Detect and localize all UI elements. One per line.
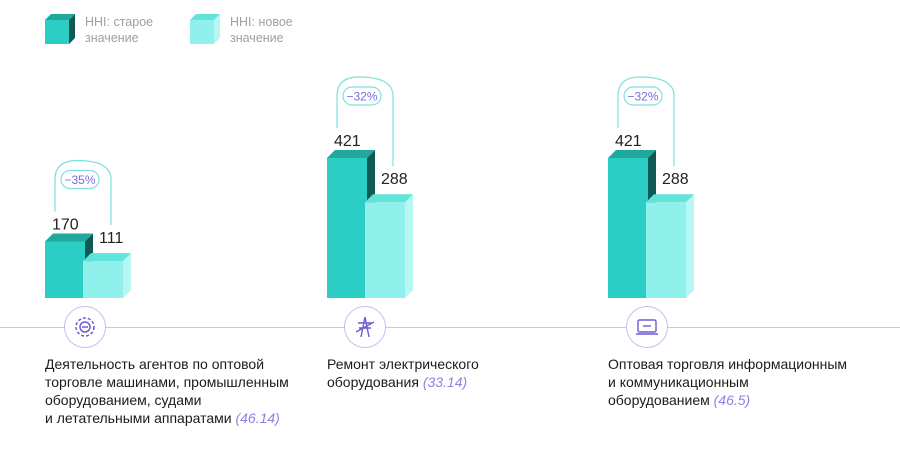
computer-icon xyxy=(626,306,668,348)
legend-new: HHI: новое значение xyxy=(190,14,320,46)
change-label: −32% xyxy=(346,90,377,104)
category-index: (46.14) xyxy=(235,410,280,426)
category-line: Оптовая торговля информационным xyxy=(608,356,848,372)
category-line: торговле машинами, промышленным xyxy=(45,374,289,390)
category-line: и коммуникационным xyxy=(608,374,749,390)
change-pill xyxy=(623,86,663,106)
change-pill xyxy=(60,169,100,190)
legend-old: HHI: старое значение xyxy=(45,14,175,46)
change-pill xyxy=(342,86,382,106)
bar-old-top xyxy=(327,150,375,159)
value-label-old: 421 xyxy=(615,133,642,150)
change-connector xyxy=(617,76,675,167)
gear-icon xyxy=(64,306,106,348)
category-line: Деятельность агентов по оптовой xyxy=(45,356,265,372)
category-line: оборудования xyxy=(327,374,419,390)
legend-new-swatch xyxy=(190,14,220,44)
legend-new-label: HHI: новое значение xyxy=(230,15,293,45)
change-connector xyxy=(336,76,394,167)
category-line: и летательными аппаратами xyxy=(45,410,232,426)
bar-new-top xyxy=(365,194,413,203)
value-label-old: 421 xyxy=(334,133,361,150)
bar-old-top xyxy=(45,233,93,242)
bar-new-top xyxy=(646,194,694,203)
category-line: Ремонт электрического xyxy=(327,356,479,372)
bar-old xyxy=(608,158,648,298)
legend-old-label: HHI: старое значение xyxy=(85,15,154,45)
change-label: −35% xyxy=(64,173,95,187)
value-label-new: 288 xyxy=(662,171,689,188)
bar-old-top xyxy=(608,150,656,159)
bar-new-side xyxy=(405,194,413,298)
change-connector xyxy=(54,159,112,226)
baseline-axis xyxy=(0,327,900,328)
category-label-3: Оптовая торговля информационным и коммун… xyxy=(608,355,888,409)
bar-old xyxy=(45,241,85,298)
value-label-new: 111 xyxy=(99,230,123,247)
bar-new-side xyxy=(123,253,131,298)
value-label-new: 288 xyxy=(381,171,408,188)
category-index: (33.14) xyxy=(422,374,468,390)
category-index: (46.5) xyxy=(713,392,751,408)
category-line: оборудованием, судами xyxy=(45,392,202,408)
bar-old xyxy=(327,158,367,298)
value-label-old: 170 xyxy=(52,216,79,233)
category-line: оборудованием xyxy=(608,392,710,408)
power-line-icon xyxy=(344,306,386,348)
change-label: −32% xyxy=(627,90,658,104)
bar-new xyxy=(365,202,405,298)
category-label-2: Ремонт электрического оборудования (33.1… xyxy=(327,355,557,391)
bar-new xyxy=(646,202,686,298)
legend-old-swatch xyxy=(45,14,75,44)
bar-new-side xyxy=(686,194,694,298)
bar-new-top xyxy=(83,253,131,262)
bar-new xyxy=(83,261,123,298)
category-label-1: Деятельность агентов по оптовой торговле… xyxy=(45,355,325,427)
